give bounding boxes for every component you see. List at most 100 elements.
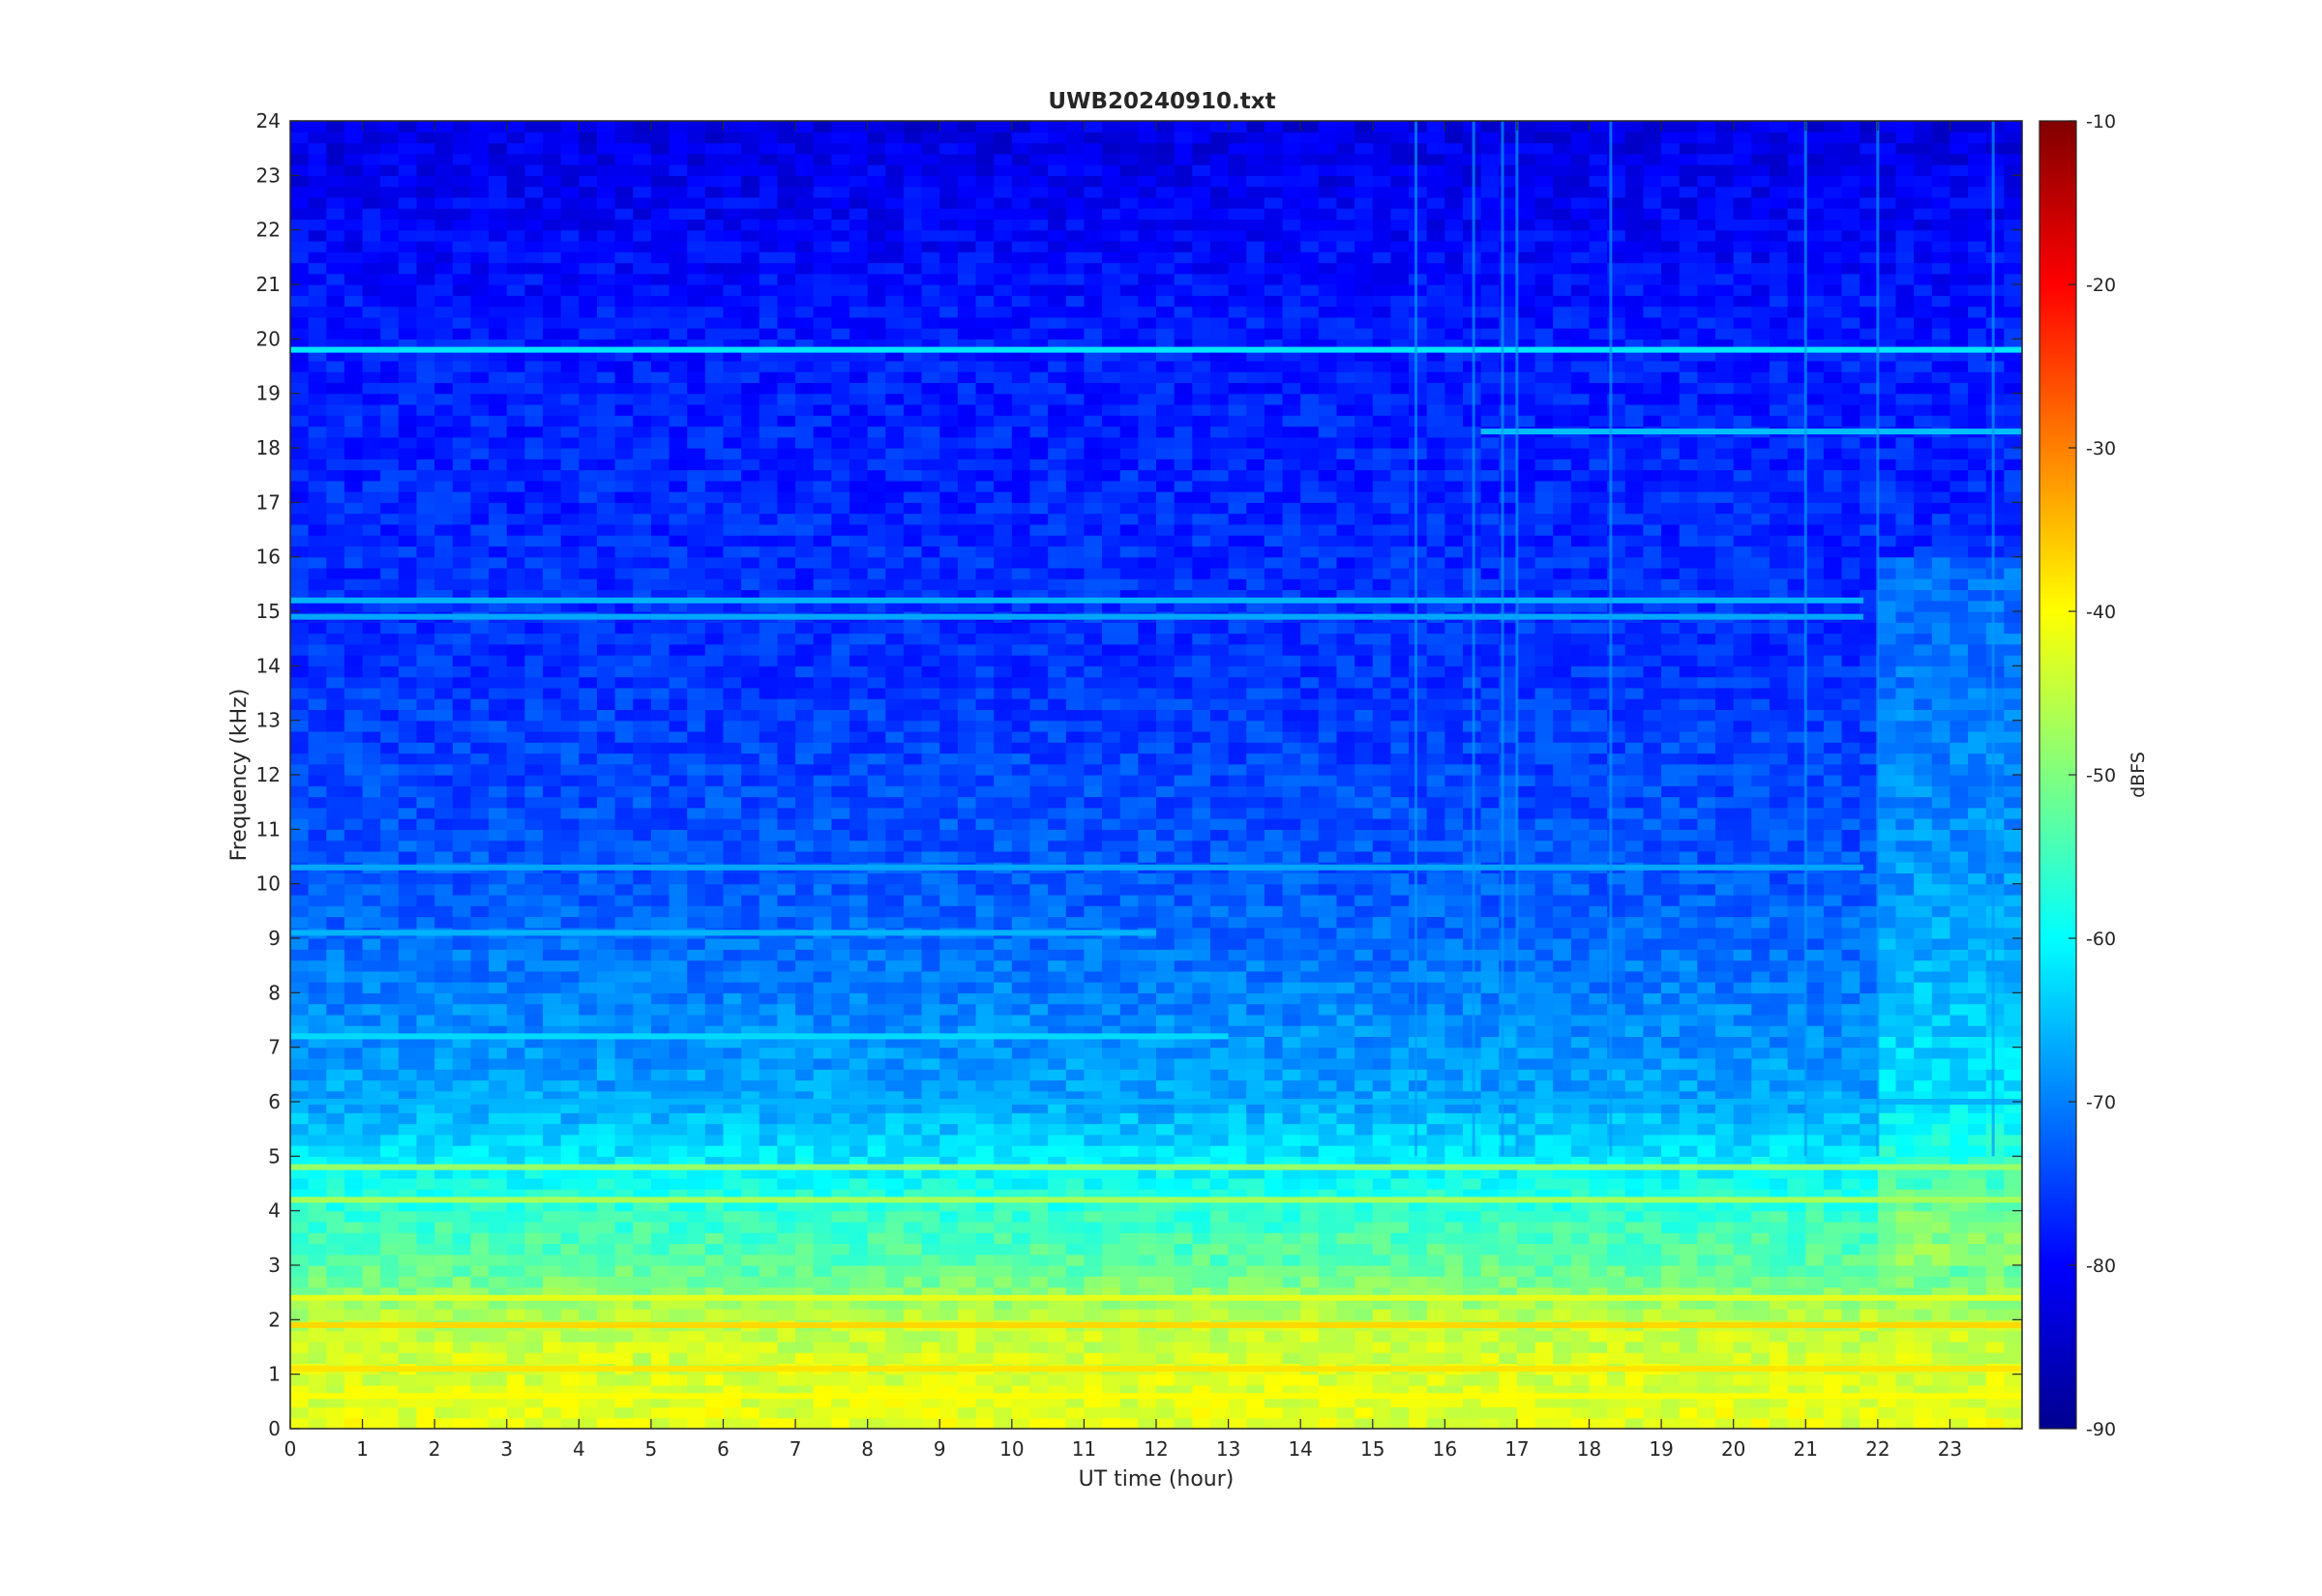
- heatmap-cell: [434, 982, 454, 993]
- heatmap-cell: [867, 1079, 886, 1092]
- heatmap-cell: [2004, 1330, 2023, 1343]
- heatmap-cell: [308, 1014, 327, 1026]
- heatmap-cell: [416, 1069, 435, 1081]
- heatmap-cell: [380, 1265, 400, 1277]
- heatmap-cell: [759, 872, 779, 885]
- heatmap-cell: [994, 1003, 1013, 1016]
- heatmap-cell: [1029, 1079, 1049, 1092]
- heatmap-cell: [308, 1199, 327, 1212]
- heatmap-cell: [741, 1396, 760, 1408]
- heatmap-cell: [669, 1167, 688, 1179]
- heatmap-cell: [1246, 1102, 1265, 1113]
- heatmap-cell: [1462, 1069, 1482, 1081]
- heatmap-cell: [885, 1352, 905, 1364]
- heatmap-cell: [1065, 1167, 1086, 1179]
- heatmap-cell: [1065, 1025, 1086, 1037]
- heatmap-cell: [1589, 992, 1608, 1005]
- heatmap-cell: [1805, 1014, 1825, 1026]
- heatmap-cell: [1968, 1254, 1987, 1266]
- heatmap-cell: [669, 883, 688, 896]
- heatmap-cell: [326, 883, 345, 896]
- heatmap-cell: [1841, 970, 1861, 983]
- heatmap-cell: [1444, 1014, 1464, 1026]
- heatmap-cell: [1787, 872, 1806, 885]
- heatmap-cell: [903, 1145, 923, 1157]
- heatmap-cell: [1228, 1265, 1247, 1277]
- heatmap-cell: [290, 1221, 310, 1233]
- heatmap-cell: [1570, 992, 1591, 1005]
- heatmap-cell: [1715, 1199, 1735, 1212]
- heatmap-cell: [1607, 1057, 1626, 1070]
- heatmap-cell: [1589, 1374, 1608, 1386]
- heatmap-cell: [1192, 1265, 1211, 1277]
- heatmap-cell: [1985, 1286, 2005, 1299]
- heatmap-cell: [524, 1079, 544, 1092]
- heatmap-cell: [1499, 1341, 1518, 1353]
- heatmap-cell: [1661, 872, 1681, 885]
- heatmap-cell: [669, 1276, 688, 1288]
- heatmap-cell: [1390, 1221, 1410, 1233]
- heatmap-cell: [524, 1254, 544, 1266]
- heatmap-cell: [1931, 1406, 1951, 1419]
- heatmap-cell: [1787, 960, 1806, 972]
- heatmap-cell: [1643, 1167, 1662, 1179]
- heatmap-cell: [633, 1341, 652, 1353]
- heatmap-cell: [831, 1286, 850, 1299]
- heatmap-cell: [1156, 1406, 1176, 1419]
- heatmap-cell: [957, 1384, 977, 1397]
- heatmap-cell: [831, 1374, 850, 1386]
- heatmap-cell: [1534, 1036, 1554, 1049]
- heatmap-cell: [1084, 1189, 1103, 1200]
- heatmap-cell: [1336, 970, 1355, 983]
- heatmap-cell: [1444, 872, 1464, 885]
- heatmap-cell: [1084, 1047, 1103, 1059]
- heatmap-cell: [1553, 1330, 1572, 1343]
- heatmap-cell: [1192, 970, 1211, 983]
- heatmap-cell: [1624, 1003, 1645, 1016]
- heatmap-cell: [1985, 1102, 2005, 1113]
- heatmap-cell: [849, 1156, 869, 1168]
- heatmap-cell: [1607, 1396, 1626, 1408]
- heatmap-cell: [777, 1156, 796, 1168]
- heatmap-cell: [669, 1341, 688, 1353]
- heatmap-cell: [1246, 1189, 1265, 1200]
- heatmap-cell: [1390, 1079, 1410, 1092]
- heatmap-cell: [1860, 862, 1879, 873]
- heatmap-cell: [506, 1057, 525, 1070]
- heatmap-cell: [813, 938, 832, 950]
- heatmap-cell: [867, 1156, 886, 1168]
- heatmap-cell: [380, 883, 400, 896]
- heatmap-cell: [795, 1210, 815, 1223]
- heatmap-cell: [1570, 872, 1591, 885]
- heatmap-cell: [1300, 1003, 1320, 1016]
- heatmap-cell: [1228, 927, 1247, 939]
- heatmap-cell: [1715, 1374, 1735, 1386]
- heatmap-cell: [1209, 1199, 1230, 1212]
- heatmap-cell: [543, 1112, 562, 1125]
- heatmap-cell: [326, 1243, 345, 1256]
- heatmap-cell: [885, 992, 905, 1005]
- heatmap-cell: [579, 1177, 598, 1190]
- heatmap-cell: [2004, 970, 2023, 983]
- heatmap-cell: [1138, 1243, 1157, 1256]
- heatmap-cell: [939, 1352, 959, 1364]
- heatmap-cell: [723, 1189, 742, 1200]
- heatmap-cell: [1462, 1384, 1482, 1397]
- heatmap-cell: [452, 1396, 472, 1408]
- heatmap-cell: [596, 1123, 616, 1136]
- heatmap-cell: [1968, 1341, 1987, 1353]
- heatmap-cell: [1336, 1036, 1355, 1049]
- heatmap-cell: [1300, 1341, 1320, 1353]
- heatmap-cell: [1300, 1177, 1320, 1190]
- heatmap-cell: [1860, 1014, 1879, 1026]
- heatmap-cell: [1192, 1199, 1211, 1212]
- heatmap-cell: [560, 992, 580, 1005]
- heatmap-cell: [579, 1134, 598, 1146]
- heatmap-cell: [1029, 1232, 1049, 1245]
- heatmap-cell: [1679, 982, 1698, 993]
- heatmap-cell: [1516, 872, 1536, 885]
- heatmap-cell: [470, 1079, 490, 1092]
- heatmap-cell: [1823, 1134, 1843, 1146]
- heatmap-cell: [614, 1352, 634, 1364]
- heatmap-cell: [687, 1417, 706, 1430]
